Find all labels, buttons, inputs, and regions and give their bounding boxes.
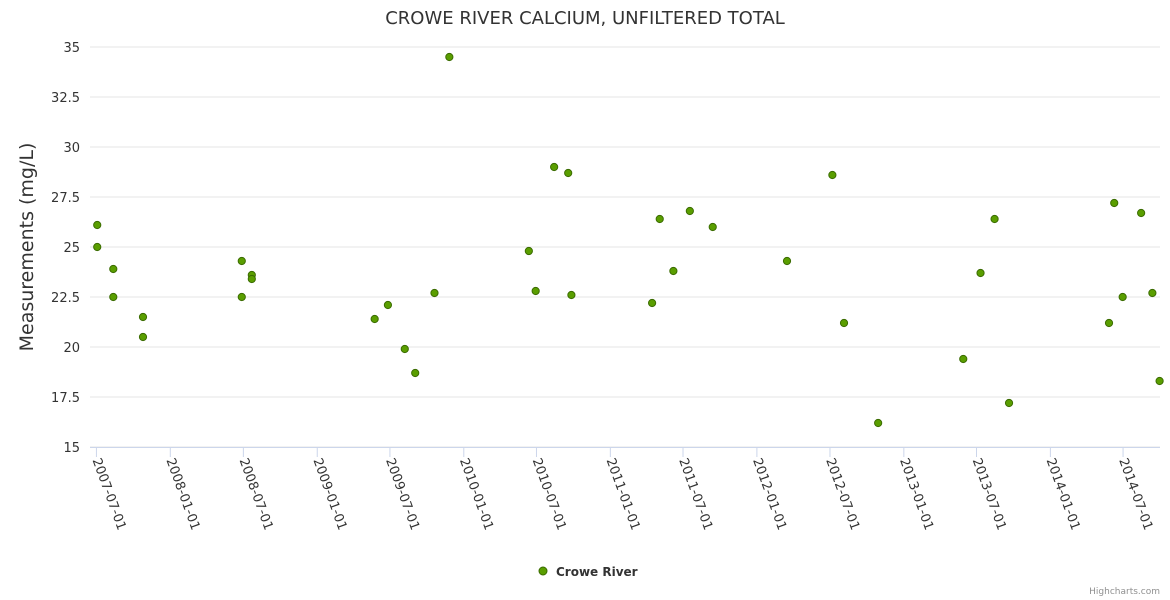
x-axis: 2007-07-01 2008-01-01 2008-07-01 2009-01-01… [89, 447, 1160, 532]
y-tick-label: 32.5 [51, 91, 80, 106]
data-point[interactable] [138, 312, 148, 322]
data-point[interactable] [1137, 208, 1146, 218]
y-tick-label: 30 [63, 141, 80, 156]
x-tick-label: 2009-01-01 [309, 456, 349, 532]
x-tick-label: 2008-01-01 [163, 456, 203, 532]
legend[interactable]: Crowe River [538, 565, 638, 579]
y-tick-label: 27.5 [51, 191, 80, 206]
y-tick-label: 15 [63, 441, 80, 456]
data-point[interactable] [237, 256, 246, 266]
chart-title: CROWE RIVER CALCIUM, UNFILTERED TOTAL [385, 8, 785, 29]
y-tick-label: 35 [63, 41, 80, 56]
scatter-series [93, 52, 1164, 428]
data-point[interactable] [567, 290, 576, 300]
grid-lines [90, 46, 1160, 448]
data-point[interactable] [976, 268, 985, 278]
data-point[interactable] [782, 256, 792, 266]
x-tick-label: 2007-07-01 [89, 456, 129, 532]
data-point[interactable] [109, 292, 118, 302]
x-tick-label: 2011-01-01 [603, 456, 643, 532]
data-point[interactable] [430, 288, 439, 298]
data-point[interactable] [550, 162, 559, 172]
data-point[interactable] [247, 274, 256, 284]
x-tick-label: 2013-07-01 [969, 456, 1009, 532]
x-tick-label: 2012-07-01 [822, 456, 862, 532]
legend-label[interactable]: Crowe River [556, 565, 638, 579]
data-point[interactable] [531, 286, 540, 296]
x-tick-label: 2008-07-01 [236, 456, 276, 532]
data-point[interactable] [93, 220, 102, 230]
data-point[interactable] [708, 222, 717, 232]
data-point[interactable] [411, 368, 420, 378]
data-point[interactable] [669, 266, 678, 276]
data-point[interactable] [237, 292, 246, 302]
y-axis-label: Measurements (mg/L) [16, 143, 38, 352]
data-point[interactable] [1004, 398, 1014, 408]
data-point[interactable] [445, 52, 454, 62]
data-point[interactable] [1118, 292, 1127, 302]
y-tick-label: 25 [63, 241, 80, 256]
data-point[interactable] [1110, 198, 1119, 208]
x-tick-label: 2012-01-01 [749, 456, 789, 532]
data-point[interactable] [685, 206, 694, 216]
data-point[interactable] [1104, 318, 1114, 328]
y-axis-ticks: 15 17.5 20 22.5 25 27.5 30 32.5 35 [51, 41, 80, 456]
data-point[interactable] [564, 168, 573, 178]
x-tick-label: 2010-07-01 [529, 456, 569, 532]
data-point[interactable] [138, 332, 148, 342]
data-point[interactable] [370, 314, 379, 324]
legend-marker [538, 566, 548, 576]
data-point[interactable] [655, 214, 664, 224]
data-point[interactable] [400, 344, 409, 354]
y-tick-label: 17.5 [51, 391, 80, 406]
data-point[interactable] [93, 242, 102, 252]
y-tick-label: 20 [63, 341, 80, 356]
x-tick-label: 2013-01-01 [896, 456, 936, 532]
data-point[interactable] [828, 170, 837, 180]
data-point[interactable] [839, 318, 849, 328]
x-tick-label: 2014-07-01 [1115, 456, 1155, 532]
data-point[interactable] [874, 418, 883, 428]
data-point[interactable] [383, 300, 393, 310]
data-point[interactable] [1148, 288, 1157, 298]
data-point[interactable] [109, 264, 118, 274]
data-point[interactable] [990, 214, 999, 224]
credits-link[interactable]: Highcharts.com [1089, 587, 1160, 597]
x-tick-label: 2011-07-01 [675, 456, 715, 532]
data-point[interactable] [959, 354, 968, 364]
x-tick-label: 2010-01-01 [456, 456, 496, 532]
x-tick-label: 2009-07-01 [382, 456, 422, 532]
y-tick-label: 22.5 [51, 291, 80, 306]
data-point[interactable] [1155, 376, 1164, 386]
x-tick-label: 2014-01-01 [1043, 456, 1083, 532]
data-point[interactable] [648, 298, 657, 308]
data-point[interactable] [524, 246, 533, 256]
